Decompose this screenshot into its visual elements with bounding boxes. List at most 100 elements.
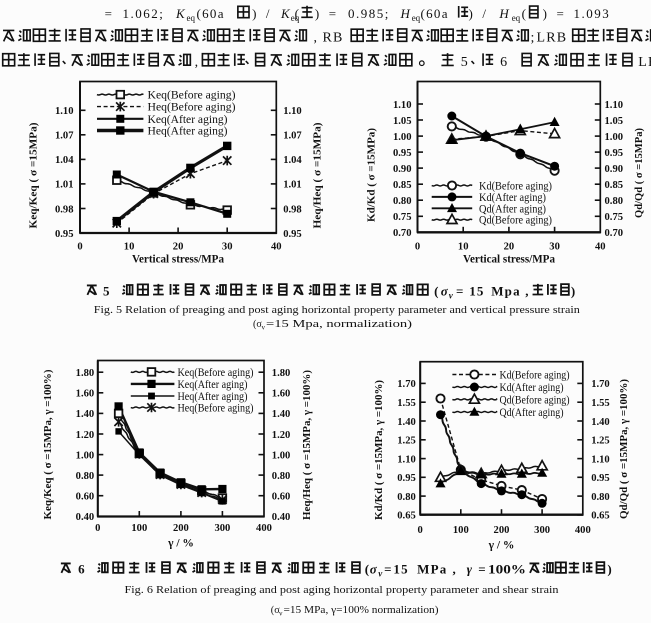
svg-text:400: 400 (575, 525, 591, 536)
svg-text:;: ; (531, 31, 535, 46)
svg-text:5: 5 (461, 55, 468, 70)
svg-text:0.90: 0.90 (605, 164, 624, 175)
svg-text:0: 0 (418, 525, 423, 536)
svg-text:Kd/Kd ( σ =15MPa, γ =100%): Kd/Kd ( σ =15MPa, γ =100%) (373, 380, 385, 520)
svg-text:γ / %: γ / % (488, 540, 515, 552)
svg-text:Qd/Qd ( σ =15MPa): Qd/Qd ( σ =15MPa) (633, 128, 645, 218)
svg-text:0.98: 0.98 (283, 204, 302, 215)
svg-text:v: v (279, 609, 283, 617)
svg-text:1.01: 1.01 (283, 180, 302, 191)
svg-text:,: , (314, 31, 318, 46)
svg-text:Heq(After aging): Heq(After aging) (178, 391, 248, 403)
svg-text:0.75: 0.75 (393, 212, 412, 223)
svg-text:,: , (525, 284, 528, 299)
svg-text:1.05: 1.05 (605, 116, 624, 127)
svg-text:Heq(Before aging): Heq(Before aging) (148, 102, 236, 114)
svg-text:Kd(After aging): Kd(After aging) (479, 192, 546, 204)
svg-text:20: 20 (504, 242, 515, 253)
svg-text:1.10: 1.10 (393, 100, 412, 111)
svg-text:1.20: 1.20 (76, 430, 95, 441)
svg-text:): ) (607, 562, 611, 577)
svg-text:40: 40 (595, 242, 606, 253)
svg-text:Qd(Before aging): Qd(Before aging) (500, 394, 570, 406)
svg-text:0.75: 0.75 (605, 212, 624, 223)
svg-text:1.10: 1.10 (605, 100, 624, 111)
svg-text:200: 200 (173, 523, 189, 534)
svg-text:15: 15 (469, 284, 484, 299)
svg-text:0.70: 0.70 (393, 228, 412, 239)
svg-text:1.55: 1.55 (591, 398, 610, 409)
svg-text:0.95: 0.95 (591, 473, 610, 484)
svg-text:Keq(Before aging): Keq(Before aging) (148, 90, 236, 102)
svg-text:0.80: 0.80 (397, 492, 416, 503)
svg-text:/: / (482, 6, 486, 21)
svg-text:100: 100 (453, 525, 469, 536)
svg-text:40: 40 (271, 242, 282, 253)
svg-text:200: 200 (494, 525, 510, 536)
svg-text:eq: eq (187, 13, 196, 23)
svg-text:1.10: 1.10 (591, 454, 610, 465)
svg-text:1.04: 1.04 (283, 155, 302, 166)
svg-text:1.40: 1.40 (272, 409, 291, 420)
svg-text:Keq/Keq ( σ =15MPa): Keq/Keq ( σ =15MPa) (28, 122, 40, 228)
svg-text:30: 30 (549, 242, 560, 253)
svg-text:1.40: 1.40 (397, 417, 416, 428)
svg-text:Heq/Heq ( σ =15MPa): Heq/Heq ( σ =15MPa) (312, 122, 324, 228)
svg-text:H: H (400, 6, 411, 21)
svg-text:0.85: 0.85 (605, 180, 624, 191)
svg-text:0.65: 0.65 (397, 511, 416, 522)
svg-text:Qd(After aging): Qd(After aging) (500, 407, 564, 419)
svg-text:0.85: 0.85 (393, 180, 412, 191)
svg-text:300: 300 (214, 523, 230, 534)
svg-text:1.07: 1.07 (283, 131, 302, 142)
svg-text:(60a: (60a (197, 6, 225, 21)
svg-text:5: 5 (103, 284, 110, 299)
svg-text:(: ( (365, 562, 369, 577)
svg-text:0.40: 0.40 (76, 512, 95, 523)
svg-text:(: ( (434, 284, 438, 299)
svg-text:=: = (105, 6, 112, 21)
svg-text:Heq(Before aging): Heq(Before aging) (178, 403, 254, 415)
svg-text:1.80: 1.80 (76, 368, 95, 379)
svg-text:0.70: 0.70 (605, 228, 624, 239)
svg-text:(: ( (295, 6, 299, 21)
svg-text:1.10: 1.10 (397, 454, 416, 465)
svg-text:1.80: 1.80 (272, 368, 291, 379)
svg-text:1.60: 1.60 (76, 389, 95, 400)
svg-text:=: = (557, 6, 564, 21)
svg-text:0.80: 0.80 (591, 492, 610, 503)
svg-text:20: 20 (173, 242, 184, 253)
svg-text:=: = (478, 562, 485, 577)
svg-text:0.80: 0.80 (76, 471, 95, 482)
svg-text:): ) (315, 6, 319, 21)
svg-text:0.98: 0.98 (55, 204, 74, 215)
svg-text:15: 15 (393, 562, 408, 577)
svg-text:6: 6 (500, 55, 507, 70)
svg-text:/: / (266, 6, 270, 21)
svg-text:γ: γ (467, 562, 473, 577)
svg-text:Qd(Before aging): Qd(Before aging) (479, 215, 552, 227)
svg-text:Kd(Before aging): Kd(Before aging) (479, 181, 552, 193)
svg-text:Fig. 5 Relation of preaging: Fig. 5 Relation of preaging and post agi… (94, 305, 580, 316)
svg-text:): ) (252, 6, 256, 21)
svg-text:Heq/Heq ( σ =15MPa, γ =100%): Heq/Heq ( σ =15MPa, γ =100%) (301, 370, 313, 520)
svg-text:eq: eq (412, 13, 421, 23)
svg-text:σ: σ (441, 284, 449, 299)
svg-text:0.95: 0.95 (397, 473, 416, 484)
svg-text:1.05: 1.05 (393, 116, 412, 127)
svg-text:0.65: 0.65 (591, 511, 610, 522)
svg-text:=: = (384, 562, 391, 577)
svg-text:0: 0 (415, 242, 420, 253)
svg-text:100%: 100% (488, 562, 526, 577)
svg-text:1.25: 1.25 (591, 436, 610, 447)
svg-text:K: K (175, 6, 186, 21)
svg-text:=: = (456, 284, 463, 299)
svg-text:0.985;: 0.985; (348, 6, 390, 21)
svg-text:400: 400 (256, 523, 272, 534)
svg-text:Keq(After aging): Keq(After aging) (178, 379, 248, 391)
svg-text:Mpa: Mpa (491, 284, 521, 299)
svg-text:Fig. 6 Relation of preaging: Fig. 6 Relation of preaging and post agi… (125, 585, 559, 596)
svg-text:10: 10 (124, 242, 135, 253)
svg-text:0.60: 0.60 (272, 492, 291, 503)
svg-text:RB: RB (323, 31, 344, 46)
